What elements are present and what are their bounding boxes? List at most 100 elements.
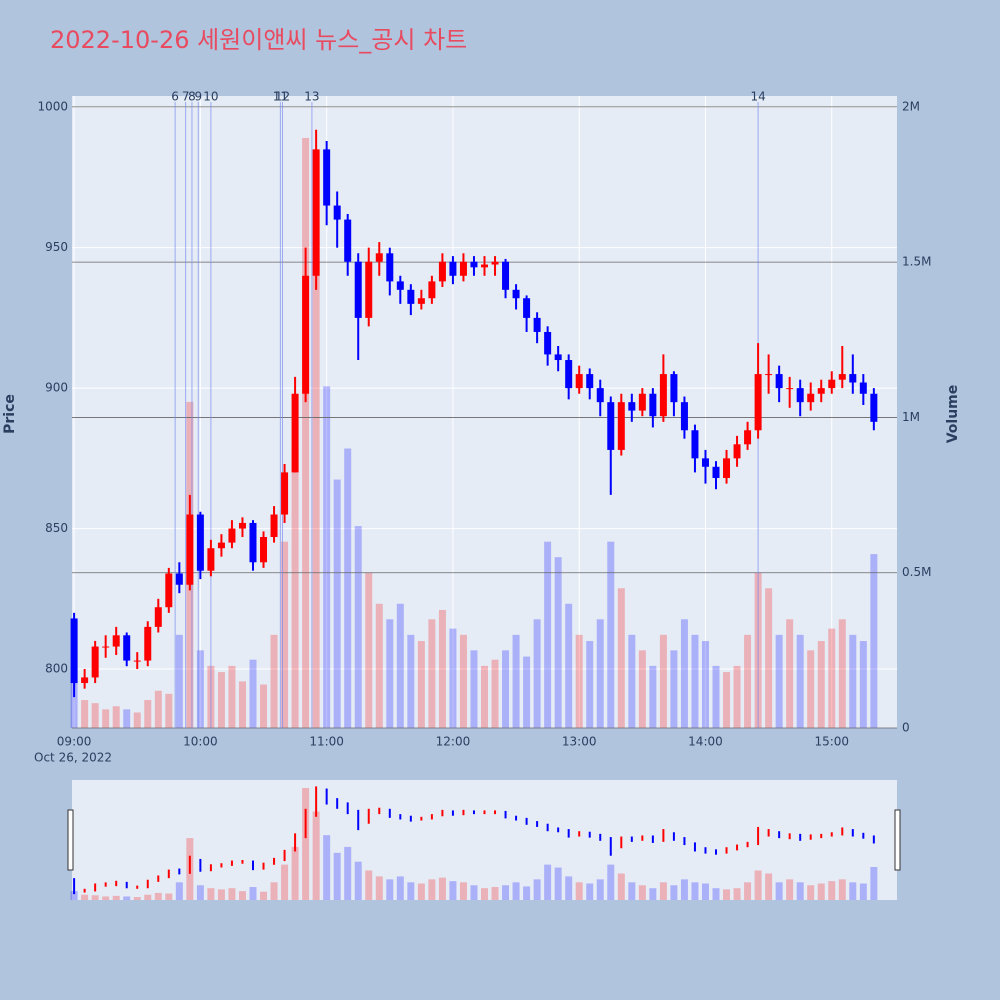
volume-bar bbox=[807, 650, 815, 728]
volume-bar bbox=[154, 690, 162, 728]
slider-handle-right[interactable] bbox=[894, 809, 901, 871]
slider-volume-bar bbox=[649, 888, 657, 900]
candle-body bbox=[228, 528, 236, 543]
candle-body bbox=[828, 379, 836, 389]
event-label: 6 bbox=[171, 90, 179, 104]
candle-body bbox=[186, 514, 194, 585]
slider-volume-bar bbox=[607, 864, 615, 900]
slider-volume-bar bbox=[533, 879, 541, 900]
candle-body bbox=[323, 149, 331, 206]
event-label: 7 bbox=[182, 90, 190, 104]
slider-volume-bar bbox=[733, 888, 741, 900]
volume-bar bbox=[628, 634, 636, 728]
y-tick-label: 950 bbox=[45, 240, 68, 254]
y-tick-label: 800 bbox=[45, 662, 68, 676]
slider-volume-bar bbox=[270, 882, 278, 900]
slider-volume-bar bbox=[175, 882, 183, 900]
x-tick-label: 11:00 bbox=[309, 735, 344, 749]
slider-volume-bar bbox=[670, 885, 678, 900]
slider-volume-bar bbox=[165, 893, 173, 900]
volume-bar bbox=[165, 693, 173, 728]
slider-volume-bar bbox=[701, 883, 709, 900]
x-date-label: Oct 26, 2022 bbox=[34, 751, 112, 765]
slider-volume-bar bbox=[659, 882, 667, 900]
slider-volume-bar bbox=[575, 882, 583, 900]
slider-volume-bar bbox=[333, 852, 341, 900]
slider-volume-bar bbox=[565, 876, 573, 900]
slider-volume-bar bbox=[712, 888, 720, 900]
volume-bar bbox=[302, 137, 310, 729]
candle-body bbox=[817, 388, 825, 394]
volume-bar bbox=[386, 619, 394, 728]
x-tick-label: 15:00 bbox=[814, 735, 849, 749]
slider-volume-bar bbox=[354, 861, 362, 900]
slider-handle-left[interactable] bbox=[67, 809, 74, 871]
candle-body bbox=[649, 393, 657, 417]
candle-body bbox=[270, 514, 278, 537]
candle-body bbox=[260, 536, 268, 563]
candle-body bbox=[428, 281, 436, 299]
candle-body bbox=[523, 298, 531, 318]
candle-body bbox=[196, 514, 204, 571]
slider-volume-bar bbox=[217, 889, 225, 900]
volume-bar bbox=[102, 709, 110, 728]
candle-body bbox=[449, 261, 457, 276]
x-tick-label: 14:00 bbox=[688, 735, 723, 749]
y-tick-label: 1000 bbox=[37, 100, 68, 114]
x-tick-label: 09:00 bbox=[57, 735, 92, 749]
volume-bar bbox=[607, 541, 615, 728]
slider-volume-bar bbox=[112, 895, 120, 900]
candle-body bbox=[417, 298, 425, 304]
range-slider[interactable] bbox=[72, 780, 897, 900]
volume-bar bbox=[544, 541, 552, 728]
volume-bar bbox=[270, 634, 278, 728]
slider-volume-bar bbox=[281, 864, 289, 900]
slider-volume-bar bbox=[870, 866, 878, 900]
candle-body bbox=[238, 522, 246, 529]
candle-body bbox=[733, 444, 741, 459]
slider-volume-bar bbox=[228, 888, 236, 900]
y-tick-label: 900 bbox=[45, 381, 68, 395]
candle-body bbox=[207, 548, 215, 571]
y2-tick-label: 1M bbox=[902, 410, 920, 424]
volume-bar bbox=[533, 619, 541, 728]
candle-body bbox=[312, 149, 320, 276]
volume-bar bbox=[260, 684, 268, 728]
candle-body bbox=[491, 261, 499, 265]
candle-body bbox=[354, 261, 362, 318]
volume-bar bbox=[733, 665, 741, 728]
slider-volume-bar bbox=[154, 892, 162, 900]
slider-volume-bar bbox=[438, 877, 446, 900]
y2-tick-label: 0.5M bbox=[902, 565, 931, 579]
candle-body bbox=[754, 374, 762, 431]
volume-bar bbox=[354, 526, 362, 728]
volume-bar bbox=[596, 619, 604, 728]
candle-body bbox=[586, 374, 594, 389]
candle-body bbox=[438, 261, 446, 282]
x-tick-label: 10:00 bbox=[183, 735, 218, 749]
slider-volume-bar bbox=[196, 885, 204, 900]
volume-bar bbox=[449, 628, 457, 728]
candle-body bbox=[459, 261, 467, 276]
slider-volume-bar bbox=[491, 887, 499, 900]
volume-bar bbox=[81, 700, 89, 728]
candle-body bbox=[870, 393, 878, 422]
candle-body bbox=[281, 472, 289, 515]
volume-bar bbox=[365, 572, 373, 728]
volume-bar bbox=[407, 634, 415, 728]
candle-body bbox=[396, 281, 404, 290]
slider-volume-bar bbox=[123, 896, 131, 900]
candle-body bbox=[796, 388, 804, 403]
event-label: 12 bbox=[275, 90, 290, 104]
candle-body bbox=[291, 393, 299, 473]
volume-bar bbox=[691, 634, 699, 728]
volume-bar bbox=[481, 665, 488, 728]
plot-area bbox=[72, 96, 897, 728]
chart-title: 2022-10-26 세원이앤씨 뉴스_공시 차트 bbox=[50, 26, 467, 54]
candle-body bbox=[807, 393, 815, 403]
slider-volume-bar bbox=[375, 876, 383, 900]
volume-bar bbox=[712, 665, 720, 728]
volume-bar bbox=[554, 557, 562, 728]
candle-body bbox=[691, 430, 699, 459]
slider-volume-bar bbox=[723, 889, 731, 900]
